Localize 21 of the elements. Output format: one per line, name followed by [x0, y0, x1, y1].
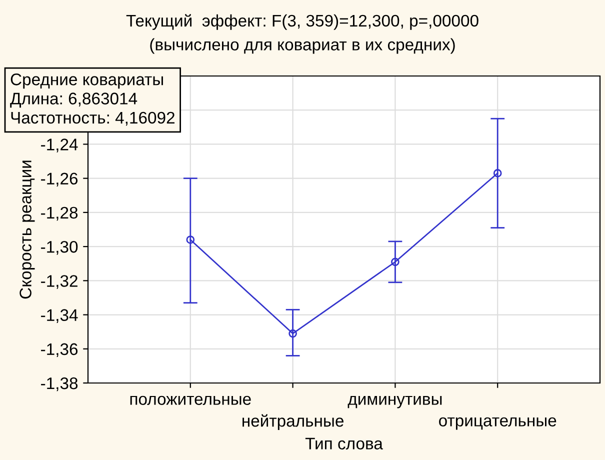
point: [493, 169, 502, 178]
y-tick-label: -1,26: [41, 172, 78, 187]
y-tick-label: -1,30: [41, 240, 78, 255]
chart-title: Текущий эффект: F(3, 359)=12,300, p=,00000: [126, 14, 478, 30]
y-axis-title: Скорость реакции: [20, 160, 35, 299]
x-tick-label: диминутивы: [348, 396, 442, 408]
y-tick-label: -1,38: [41, 377, 78, 392]
x-axis-title: Тип слова: [305, 438, 383, 450]
y-tick-label: -1,24: [41, 138, 78, 152]
point: [186, 236, 195, 244]
annotation: Средние ковариаты Длина: 6,863014 Частотность: 4,16092: [10, 74, 174, 126]
y-tick-label: -1,34: [41, 309, 78, 323]
point: [391, 258, 400, 266]
x-tick-label: нейтральные: [242, 414, 344, 430]
y-tick-label: -1,32: [41, 275, 78, 289]
chart-subtitle: (вычислено для ковариат в их средних): [150, 38, 455, 54]
point: [288, 329, 297, 338]
x-tick-label: положительные: [130, 396, 251, 405]
x-tick-label: отрицательные: [439, 417, 556, 430]
y-tick-label: -1,28: [41, 206, 78, 221]
y-tick-label: -1,36: [41, 343, 78, 358]
